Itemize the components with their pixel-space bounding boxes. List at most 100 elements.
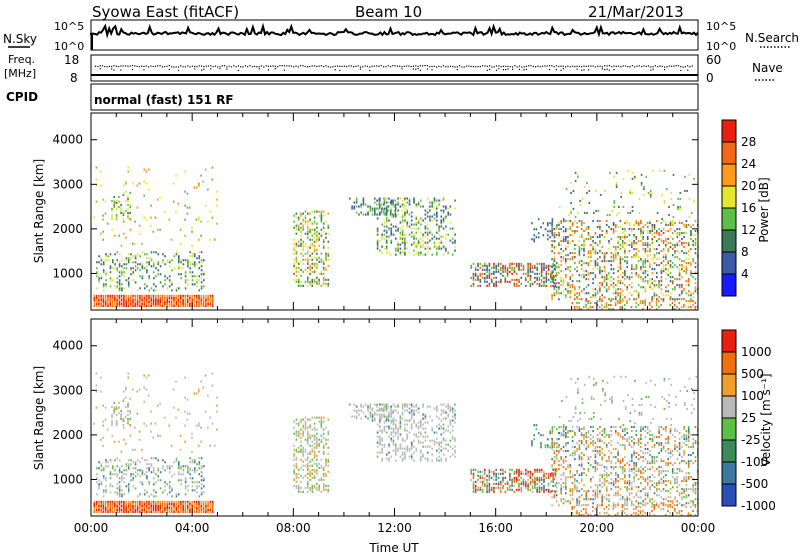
range-gate-cell [438,448,440,450]
range-gate-cell [560,270,562,272]
range-gate-cell [178,265,180,267]
range-gate-cell [293,221,295,223]
range-gate-cell [554,292,556,294]
range-gate-cell [406,434,408,436]
range-gate-cell [151,287,153,289]
range-gate-cell [640,232,642,234]
range-gate-cell [670,228,672,230]
range-gate-cell [194,501,196,503]
range-gate-cell [126,485,128,487]
range-gate-cell [454,456,456,458]
range-gate-cell [418,408,420,410]
range-gate-cell [372,408,374,410]
range-gate-cell [139,431,141,433]
range-gate-cell [148,507,150,509]
range-gate-cell [482,265,484,267]
range-gate-cell [656,302,658,304]
range-gate-cell [171,445,173,447]
range-gate-cell [533,434,535,436]
range-gate-cell [498,269,500,271]
range-gate-cell [98,261,100,263]
range-gate-cell [592,242,594,244]
range-gate-cell [309,283,311,285]
range-gate-cell [383,212,385,214]
range-gate-cell [441,220,443,222]
range-gate-cell [207,503,209,505]
range-gate-cell [500,473,502,475]
range-gate-cell [196,501,198,503]
range-gate-cell [137,473,139,475]
range-gate-cell [579,260,581,262]
range-gate-cell [171,507,173,509]
range-gate-cell [422,442,424,444]
nave-dot [560,66,561,67]
nave-dot [187,65,188,66]
range-gate-cell [539,477,541,479]
nave-dot [687,70,688,71]
range-gate-cell [111,406,113,408]
range-gate-cell [200,235,202,237]
nave-dot [192,66,193,67]
range-gate-cell [123,481,125,483]
range-gate-cell [388,220,390,222]
range-gate-cell [386,222,388,224]
range-gate-cell [388,428,390,430]
range-gate-cell [100,509,102,511]
range-gate-cell [119,263,121,265]
range-gate-cell [167,467,169,469]
range-gate-cell [114,206,116,208]
range-gate-cell [139,389,141,391]
range-gate-cell [565,268,567,270]
range-gate-cell [133,267,135,269]
range-gate-cell [212,301,214,303]
range-gate-cell [558,252,560,254]
range-gate-cell [189,207,191,209]
range-gate-cell [351,416,353,418]
range-gate-cell [404,236,406,238]
range-gate-cell [323,277,325,279]
range-gate-cell [452,408,454,410]
range-gate-cell [592,250,594,252]
range-gate-cell [525,485,527,487]
range-gate-cell [586,292,588,294]
range-gate-cell [316,459,318,461]
range-gate-cell [139,501,141,503]
range-gate-cell [527,489,529,491]
range-gate-cell [305,269,307,271]
range-gate-cell [645,264,647,266]
range-gate-cell [127,420,129,422]
colorbar-swatch [722,208,736,230]
range-gate-cell [688,254,690,256]
range-gate-cell [100,185,102,187]
range-gate-cell [420,450,422,452]
range-gate-cell [548,279,550,281]
range-gate-cell [187,399,189,401]
range-gate-cell [323,273,325,275]
range-gate-cell [110,471,112,473]
range-gate-cell [386,202,388,204]
nave-tick-top: 60 [706,53,721,67]
range-gate-cell [498,265,500,267]
range-gate-cell [642,244,644,246]
colorbar-swatch [722,230,736,252]
range-gate-cell [312,229,314,231]
range-gate-cell [445,238,447,240]
range-gate-cell [307,439,309,441]
range-gate-cell [683,306,685,308]
range-gate-cell [119,303,121,305]
range-gate-cell [128,505,130,507]
nave-dot [505,66,506,67]
nave-dot [335,66,336,67]
range-gate-cell [677,244,679,246]
range-gate-cell [194,295,196,297]
range-gate-cell [409,234,411,236]
range-gate-cell [500,487,502,489]
range-gate-cell [176,289,178,291]
range-gate-cell [443,438,445,440]
range-gate-cell [146,219,148,221]
range-gate-cell [400,418,402,420]
range-gate-cell [511,273,513,275]
range-gate-cell [309,213,311,215]
range-gate-cell [189,297,191,299]
range-gate-cell [450,432,452,434]
